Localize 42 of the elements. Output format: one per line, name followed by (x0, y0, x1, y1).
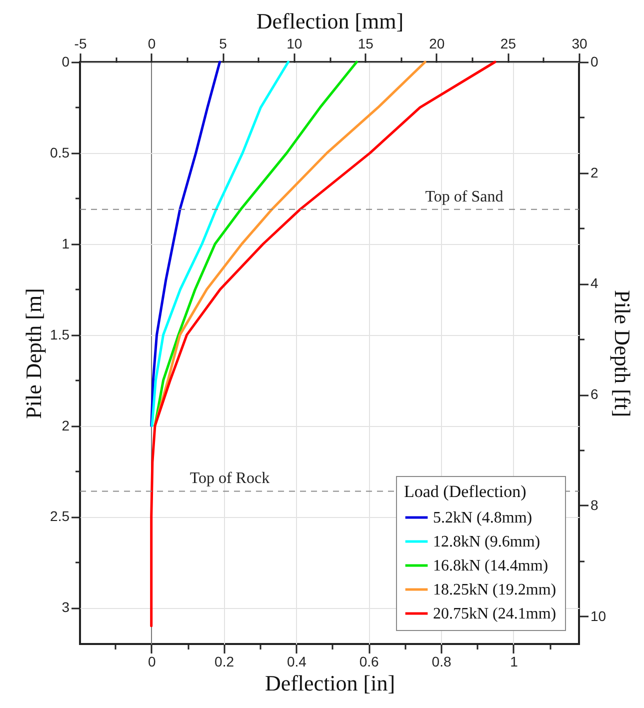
x-tick-label: 0.8 (432, 654, 452, 670)
legend-label: 5.2kN (4.8mm) (433, 510, 532, 526)
y2-axis-title: Pile Depth [ft] (610, 290, 636, 418)
y-tick-label: 1.5 (50, 326, 70, 342)
x2-tick-label: 0 (148, 36, 156, 52)
x2-axis-title: Deflection [mm] (256, 8, 404, 34)
line-series (150, 60, 290, 427)
x2-tick-label: 25 (500, 36, 516, 52)
y2-tick-label: 8 (590, 496, 598, 513)
y2-tick-label: 0 (590, 54, 598, 70)
y2-tick-label: 6 (590, 386, 598, 402)
x-axis-title: Deflection [in] (264, 670, 396, 696)
ref-line-label: Top of Rock (190, 470, 270, 488)
x2-tick-label: 15 (358, 36, 374, 52)
line-series (150, 60, 222, 427)
x-tick-label: 0.2 (214, 654, 234, 670)
x2-tick-label: 30 (572, 36, 588, 52)
x2-tick-label: -5 (74, 36, 87, 52)
ref-line-label: Top of Sand (425, 188, 504, 206)
x-tick-label: 0.6 (359, 654, 380, 670)
legend-label: 12.8kN (9.6mm) (433, 534, 540, 550)
y-tick-label: 0.5 (50, 144, 70, 160)
legend-label: 16.8kN (14.4mm) (433, 558, 548, 574)
x-tick-label: 0.4 (286, 654, 307, 670)
x2-tick-label: 10 (286, 36, 302, 52)
x-tick-label: 1 (510, 654, 518, 670)
x2-tick-label: 5 (219, 36, 228, 52)
y-tick-label: 1 (62, 235, 70, 252)
y2-tick-label: 4 (590, 275, 598, 292)
legend-title: Load (Deflection) (404, 482, 526, 501)
y-tick-label: 2 (62, 417, 70, 434)
y-axis-title: Pile Depth [m] (21, 288, 46, 419)
legend-label: 20.75kN (24.1mm) (433, 606, 556, 622)
y2-tick-label: 2 (590, 164, 598, 180)
legend-label: 18.25kN (19.2mm) (433, 582, 556, 598)
y2-tick-label: 10 (590, 608, 606, 624)
y-tick-label: 3 (62, 599, 70, 616)
y-tick-label: 0 (62, 54, 70, 70)
x2-tick-label: 20 (429, 36, 445, 52)
x-tick-label: 0 (148, 654, 156, 670)
line-series (154, 60, 426, 427)
y-tick-label: 2.5 (50, 508, 70, 524)
